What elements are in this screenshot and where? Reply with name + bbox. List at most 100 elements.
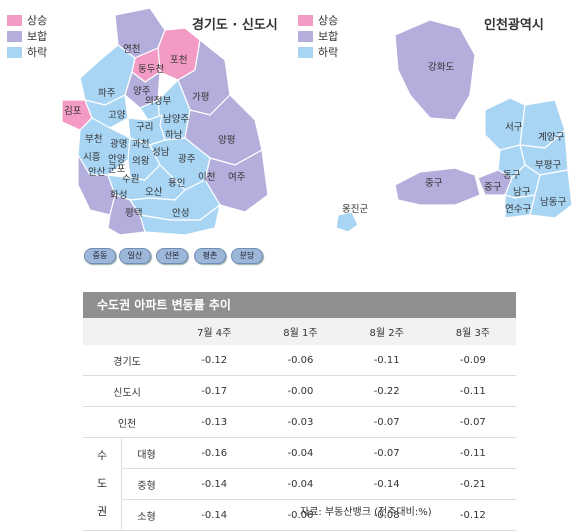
label-seogu: 서구	[505, 122, 523, 133]
legend-item: 보합	[7, 28, 47, 44]
region-junggu-island[interactable]	[394, 167, 481, 206]
legend-item: 하락	[298, 44, 338, 60]
maps-panel: 연천 포천 동두천 양주 파주 가평 김포 고양 의정부 남양주 구리 하남 양…	[7, 7, 573, 264]
label-yongin: 용인	[168, 178, 185, 189]
label-donggu: 동구	[503, 170, 521, 181]
label-gwacheon: 과천	[132, 139, 149, 150]
label-ansan: 안산	[88, 167, 106, 178]
map-title-incheon: 인천광역시	[484, 18, 544, 33]
row-value: -0.07	[429, 406, 516, 438]
row-value: -0.07	[343, 406, 430, 438]
row-value: -0.03	[257, 406, 344, 438]
label-yangpyeong: 양평	[218, 135, 235, 146]
row-value: -0.09	[429, 345, 516, 376]
new-city-button-pyeongchon[interactable]: 평촌	[194, 248, 226, 264]
legend-item: 상승	[7, 12, 47, 28]
label-hanam: 하남	[165, 129, 183, 141]
rate-table-panel: 수도권 아파트 변동률 추이 7월 4주 8월 1주 8월 2주 8월 3주 경…	[83, 292, 516, 531]
row-value: -0.04	[257, 468, 344, 500]
label-bucheon: 부천	[85, 134, 102, 145]
group-label-char: 수	[96, 449, 108, 462]
legend-swatch	[298, 30, 313, 42]
label-gwangmyeong: 광명	[110, 138, 127, 150]
label-gimpo: 김포	[64, 105, 82, 117]
region-anseong[interactable]	[139, 203, 221, 236]
label-yeoju: 여주	[228, 171, 246, 183]
legend-label: 하락	[318, 46, 339, 59]
label-junggu-island: 중구	[425, 178, 443, 189]
column-header: 8월 1주	[257, 318, 344, 345]
row-value: -0.12	[429, 499, 516, 531]
label-icheon: 이천	[198, 172, 215, 183]
label-anyang: 안양	[108, 154, 126, 165]
region-ganghwa[interactable]	[394, 19, 476, 121]
table-row: 인천 -0.13 -0.03 -0.07 -0.07	[83, 406, 516, 438]
table-row: 경기도 -0.12 -0.06 -0.11 -0.09	[83, 345, 516, 376]
row-region: 소형	[121, 499, 172, 531]
row-value: -0.11	[429, 437, 516, 469]
region-namdong[interactable]	[529, 169, 573, 219]
row-value: -0.21	[429, 468, 516, 500]
row-value: -0.16	[171, 437, 258, 469]
row-region: 신도시	[83, 375, 172, 407]
source-note: 자료: 부동산뱅크 (전주대비:%)	[300, 507, 432, 518]
new-city-button-ilsan[interactable]: 일산	[119, 248, 151, 264]
row-region: 인천	[83, 406, 172, 438]
legend-label: 보합	[27, 30, 48, 43]
new-city-button-bundang[interactable]: 분당	[231, 248, 263, 264]
label-pyeongtaek: 평택	[125, 208, 142, 219]
table-header-row: 7월 4주 8월 1주 8월 2주 8월 3주	[83, 318, 516, 345]
label-namgu: 남구	[513, 187, 531, 198]
label-uiwang: 의왕	[132, 156, 150, 167]
new-city-button-sanbon[interactable]: 산본	[156, 248, 188, 264]
legend-label: 하락	[27, 46, 48, 59]
label-gapyeong: 가평	[192, 92, 209, 103]
region-icheon[interactable]	[204, 149, 269, 213]
label-anseong: 안성	[172, 208, 189, 219]
legend-item: 상승	[298, 12, 338, 28]
map-title-gyeonggi: 경기도 · 신도시	[192, 18, 278, 33]
label-namyangju: 남양주	[163, 114, 189, 125]
region-ongjin[interactable]	[335, 211, 359, 233]
row-value: -0.11	[343, 345, 430, 376]
row-value: -0.22	[343, 375, 430, 407]
label-pocheon: 포천	[170, 55, 187, 66]
incheon-labels: 강화도 서구 계양구 부평구 중구 동구 중구 남구 연수구 남동구 옹진군	[342, 62, 566, 215]
label-ganghwa: 강화도	[428, 62, 454, 73]
row-value: -0.14	[171, 468, 258, 500]
legend-swatch	[7, 30, 22, 42]
row-value: -0.04	[257, 437, 344, 469]
row-value: -0.11	[429, 375, 516, 407]
new-city-button-jungdong[interactable]: 중동	[84, 248, 116, 264]
group-label-char: 도	[96, 477, 108, 490]
legend-swatch	[7, 46, 22, 58]
row-value: -0.00	[257, 375, 344, 407]
legend-swatch	[7, 14, 22, 26]
label-yangju: 양주	[133, 86, 151, 97]
row-region: 중형	[121, 468, 172, 500]
label-gwangju: 광주	[178, 153, 196, 165]
table-row: 수 도 권 대형 -0.16 -0.04 -0.07 -0.11	[83, 437, 516, 531]
label-goyang: 고양	[108, 110, 126, 121]
row-region: 경기도	[83, 345, 172, 376]
row-value: -0.13	[171, 406, 258, 438]
label-siheung: 시흥	[83, 151, 101, 163]
label-suwon: 수원	[122, 174, 139, 185]
row-value: -0.14	[343, 468, 430, 500]
gyeonggi-map	[61, 7, 269, 236]
label-guri: 구리	[136, 122, 153, 133]
label-yeoncheon: 연천	[123, 44, 140, 55]
label-uijeongbu: 의정부	[145, 96, 171, 107]
label-dongducheon: 동두천	[138, 64, 164, 75]
legend-item: 보합	[298, 28, 338, 44]
column-header: 7월 4주	[171, 318, 258, 345]
row-value: -0.06	[257, 345, 344, 376]
label-bupyeong: 부평구	[535, 160, 561, 171]
legend-label: 보합	[318, 30, 339, 43]
table-title: 수도권 아파트 변동률 추이	[83, 292, 516, 318]
legend-label: 상승	[27, 14, 48, 27]
column-header: 8월 3주	[429, 318, 516, 345]
rate-table: 7월 4주 8월 1주 8월 2주 8월 3주 경기도 -0.12 -0.06 …	[83, 318, 516, 531]
maps-svg: 연천 포천 동두천 양주 파주 가평 김포 고양 의정부 남양주 구리 하남 양…	[61, 7, 573, 236]
